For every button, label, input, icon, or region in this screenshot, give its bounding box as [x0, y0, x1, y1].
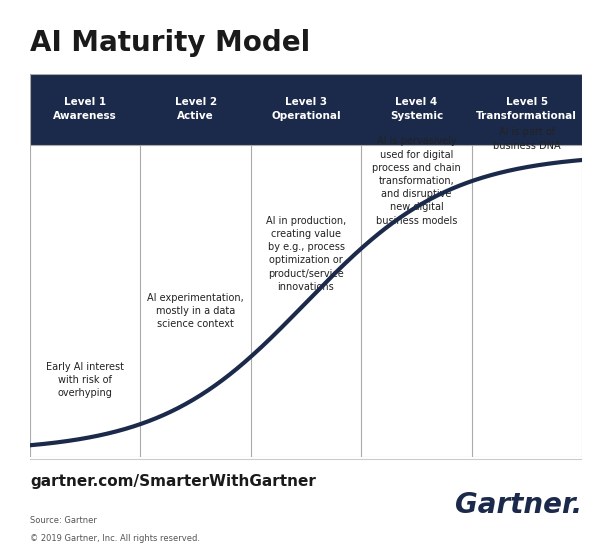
Text: AI is pervasively
used for digital
process and chain
transformation,
and disrupt: AI is pervasively used for digital proce… [372, 136, 461, 226]
Text: Level 2
Active: Level 2 Active [175, 97, 217, 121]
Text: Level 1
Awareness: Level 1 Awareness [53, 97, 117, 121]
Text: AI in production,
creating value
by e.g., process
optimization or
product/servic: AI in production, creating value by e.g.… [266, 216, 346, 292]
Text: Level 4
Systemic: Level 4 Systemic [390, 97, 443, 121]
Text: gartner.com/SmarterWithGartner: gartner.com/SmarterWithGartner [30, 474, 316, 489]
Text: Level 5
Transformational: Level 5 Transformational [476, 97, 577, 121]
Text: AI experimentation,
mostly in a data
science context: AI experimentation, mostly in a data sci… [147, 293, 244, 329]
Text: © 2019 Gartner, Inc. All rights reserved.: © 2019 Gartner, Inc. All rights reserved… [30, 534, 200, 543]
Text: Source: Gartner: Source: Gartner [30, 516, 97, 525]
Text: AI is part of
business DNA: AI is part of business DNA [493, 127, 560, 150]
Bar [251, 74, 361, 145]
Bar [30, 74, 140, 145]
Bar [140, 74, 251, 145]
Text: Gartner.: Gartner. [455, 491, 582, 519]
Text: Early AI interest
with risk of
overhyping: Early AI interest with risk of overhypin… [46, 362, 124, 398]
Text: Level 3
Operational: Level 3 Operational [271, 97, 341, 121]
Bar [472, 74, 582, 145]
Bar [361, 74, 472, 145]
Text: AI Maturity Model: AI Maturity Model [30, 29, 310, 57]
